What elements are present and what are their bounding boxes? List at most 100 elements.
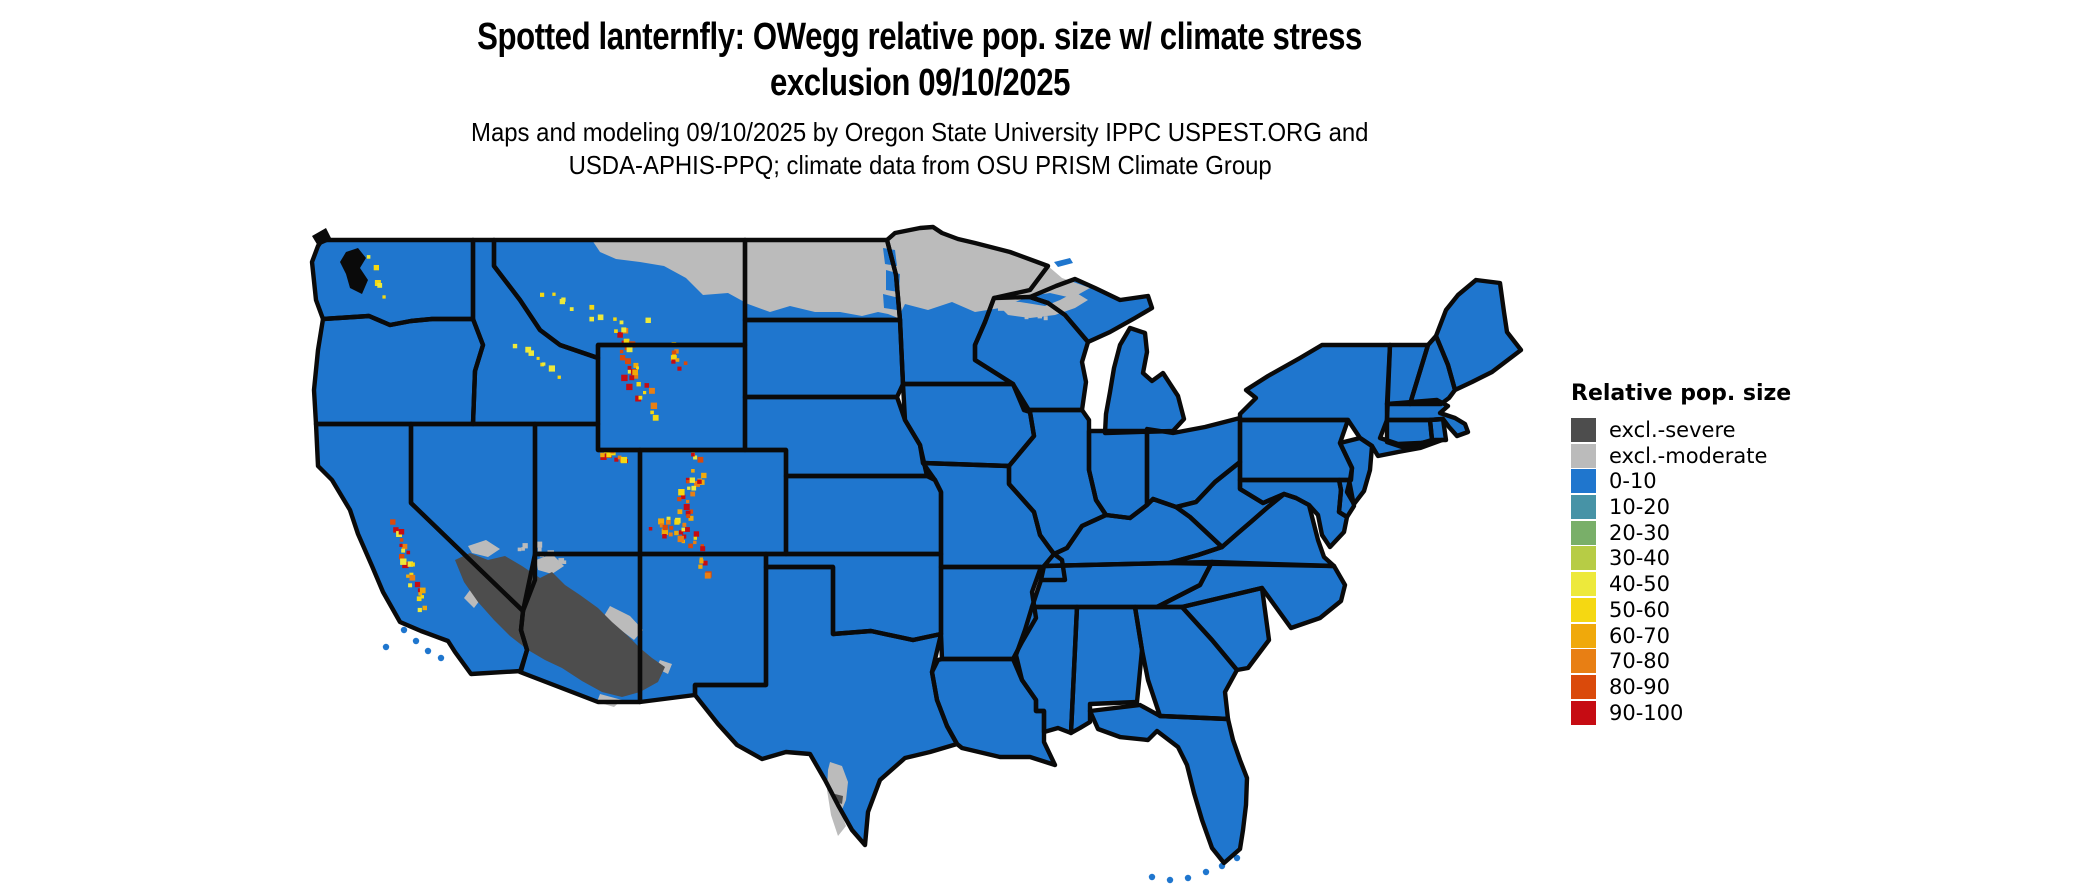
- subtitle-line-2: USDA-APHIS-PPQ; climate data from OSU PR…: [568, 150, 1272, 180]
- state-sd: [745, 320, 903, 397]
- hotspot-arizona-fringe: [517, 547, 522, 552]
- state-ok: [766, 554, 941, 640]
- hotspot-sierra-nevada-ca: [408, 583, 413, 588]
- border-ri: [1427, 416, 1449, 443]
- legend-swatch-excl.-severe: [1571, 418, 1596, 442]
- hotspot-sierra-nevada-ca: [409, 572, 414, 577]
- legend-label: 40-50: [1609, 572, 1671, 597]
- hotspot-colorado-sawatch: [661, 528, 669, 535]
- hotspot-colorado-front-range: [694, 481, 700, 487]
- hotspot-colorado-sawatch: [668, 532, 673, 537]
- legend-label: excl.-severe: [1609, 418, 1736, 442]
- hotspot-colorado-sangre: [700, 544, 704, 548]
- hotspot-wyoming-absaroka: [638, 395, 643, 400]
- hotspot-colorado-sawatch: [666, 516, 671, 521]
- hotspot-idaho-sawtooth: [528, 350, 534, 356]
- hotspot-sierra-nevada-ca: [401, 548, 406, 553]
- state-fl: [1090, 705, 1247, 863]
- hotspot-wyoming-absaroka: [636, 366, 639, 370]
- hotspot-sierra-nevada-ca: [393, 527, 399, 533]
- island-dot: [412, 637, 420, 645]
- hotspot-wyoming-absaroka: [626, 383, 633, 391]
- excl-moderate-az-fringe-2: [536, 554, 564, 574]
- island-dot: [424, 647, 432, 655]
- legend: Relative pop. size excl.-severe excl.-mod…: [1571, 381, 1791, 726]
- hotspot-colorado-front-range: [693, 455, 698, 460]
- excl-moderate-az-fringe-1: [468, 540, 500, 557]
- hotspot-colorado-sangre: [699, 559, 704, 564]
- hotspot-wyoming-absaroka: [644, 383, 650, 388]
- hotspot-colorado-front-range: [674, 530, 679, 536]
- hotspot-colorado-sangre: [702, 560, 708, 566]
- subtitle-line-1: Maps and modeling 09/10/2025 by Oregon S…: [471, 117, 1369, 147]
- state-ky: [1044, 499, 1222, 566]
- vancouver-island-tip: [312, 228, 332, 246]
- population-hotspots: [366, 255, 1048, 613]
- hotspot-utah-uinta: [600, 452, 605, 458]
- hotspot-washington-cascades: [377, 283, 383, 288]
- hotspot-north-wisconsin-fringe: [1021, 303, 1028, 310]
- state-ia: [903, 384, 1034, 466]
- hotspot-colorado-front-range: [685, 510, 691, 516]
- hotspot-wyoming-absaroka: [617, 332, 623, 338]
- hotspot-colorado-sawatch: [685, 527, 690, 532]
- hotspot-wyoming-absaroka: [629, 375, 635, 381]
- hotspot-montana-rockies: [589, 316, 594, 322]
- hotspot-sierra-nevada-ca: [409, 574, 416, 581]
- legend-label: excl.-moderate: [1609, 443, 1768, 468]
- border-mi-lower: [1102, 325, 1187, 436]
- hotspot-north-wisconsin-fringe: [1036, 310, 1043, 317]
- hotspot-colorado-sawatch: [693, 531, 700, 537]
- hotspot-montana-rockies: [621, 327, 627, 333]
- hotspot-sierra-nevada-ca: [406, 574, 410, 578]
- state-wv: [1176, 462, 1284, 547]
- hotspot-sierra-nevada-ca: [419, 587, 426, 594]
- hotspot-colorado-front-range: [686, 514, 691, 518]
- excl-moderate-north-wisconsin: [993, 292, 1088, 318]
- hotspot-wyoming-absaroka: [632, 369, 638, 376]
- hotspot-wyoming-bighorn: [683, 361, 688, 365]
- legend-label: 50-60: [1609, 597, 1671, 622]
- border-oh: [1144, 415, 1243, 510]
- hotspot-colorado-sawatch: [666, 519, 671, 525]
- hotspot-wyoming-absaroka: [650, 410, 654, 415]
- legend-swatch-excl.-moderate: [1571, 443, 1596, 468]
- hotspot-arizona-fringe: [562, 560, 567, 564]
- excl-moderate-az-fringe-3: [604, 606, 643, 640]
- hotspot-colorado-front-range: [678, 489, 685, 496]
- border-tx: [692, 564, 960, 848]
- excl-moderate-ca-fringe: [464, 590, 480, 608]
- hotspot-colorado-front-range: [674, 519, 680, 525]
- hotspot-sierra-nevada-ca: [414, 581, 421, 588]
- hotspot-colorado-front-range: [686, 480, 690, 484]
- hotspot-north-wisconsin-fringe: [1011, 306, 1016, 311]
- legend-label: 80-90: [1609, 674, 1671, 699]
- hotspot-washington-cascades: [366, 255, 371, 259]
- legend-title: Relative pop. size: [1571, 381, 1792, 406]
- state-ga: [1135, 607, 1237, 719]
- hotspot-north-wisconsin-fringe: [1043, 316, 1048, 321]
- legend-item-60-70: 60-70: [1571, 623, 1791, 648]
- hotspot-colorado-sangre: [699, 557, 703, 561]
- hotspot-colorado-front-range: [686, 499, 690, 504]
- legend-rows: excl.-severe excl.-moderate 0-10 10-20 20-30…: [1571, 418, 1791, 725]
- hotspot-montana-rockies: [589, 304, 595, 310]
- hotspot-colorado-sawatch: [662, 524, 668, 531]
- land-patch-red-river-3: [883, 294, 899, 310]
- hotspot-north-wisconsin-fringe: [1025, 312, 1030, 316]
- hotspot-colorado-front-range: [688, 515, 694, 521]
- hotspot-colorado-front-range: [688, 509, 694, 514]
- state-va: [1169, 494, 1334, 566]
- legend-item-70-80: 70-80: [1571, 649, 1791, 674]
- hotspot-idaho-sawtooth: [542, 362, 546, 366]
- legend-label: 70-80: [1609, 649, 1671, 674]
- state-in: [1089, 431, 1147, 518]
- hotspot-colorado-sawatch: [693, 536, 697, 540]
- hotspot-wyoming-absaroka: [652, 414, 659, 421]
- hotspot-arizona-fringe: [521, 547, 525, 551]
- puget-sound: [340, 248, 368, 294]
- state-mi-lower: [1105, 328, 1184, 433]
- hotspot-colorado-front-range: [677, 509, 683, 515]
- border-nj: [1337, 435, 1375, 507]
